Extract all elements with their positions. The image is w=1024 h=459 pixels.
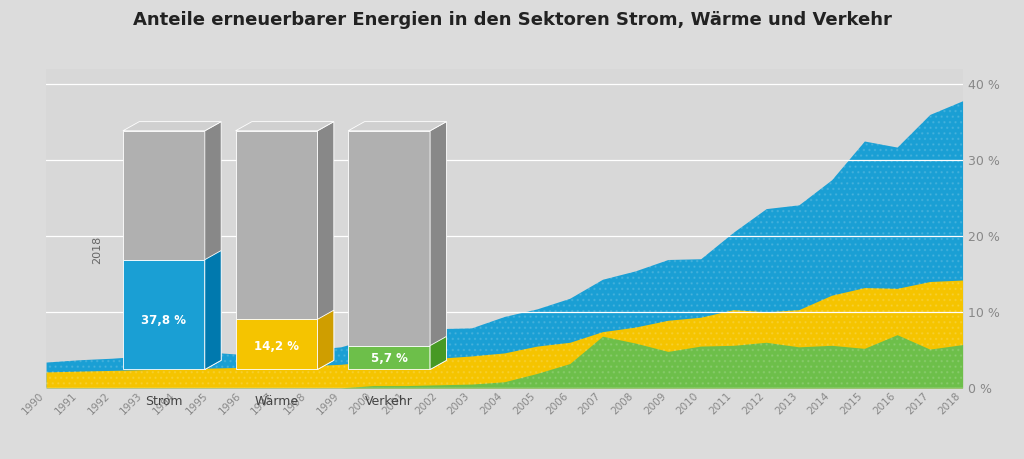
- Text: Wärme: Wärme: [254, 395, 299, 408]
- Text: 14,2 %: 14,2 %: [254, 341, 299, 353]
- Text: 37,8 %: 37,8 %: [141, 313, 186, 327]
- Text: Anteile erneuerbarer Energien in den Sektoren Strom, Wärme und Verkehr: Anteile erneuerbarer Energien in den Sek…: [132, 11, 892, 29]
- Text: 5,7 %: 5,7 %: [371, 352, 408, 365]
- Text: Verkehr: Verkehr: [366, 395, 413, 408]
- Text: 2018: 2018: [92, 236, 102, 264]
- Text: Strom: Strom: [145, 395, 182, 408]
